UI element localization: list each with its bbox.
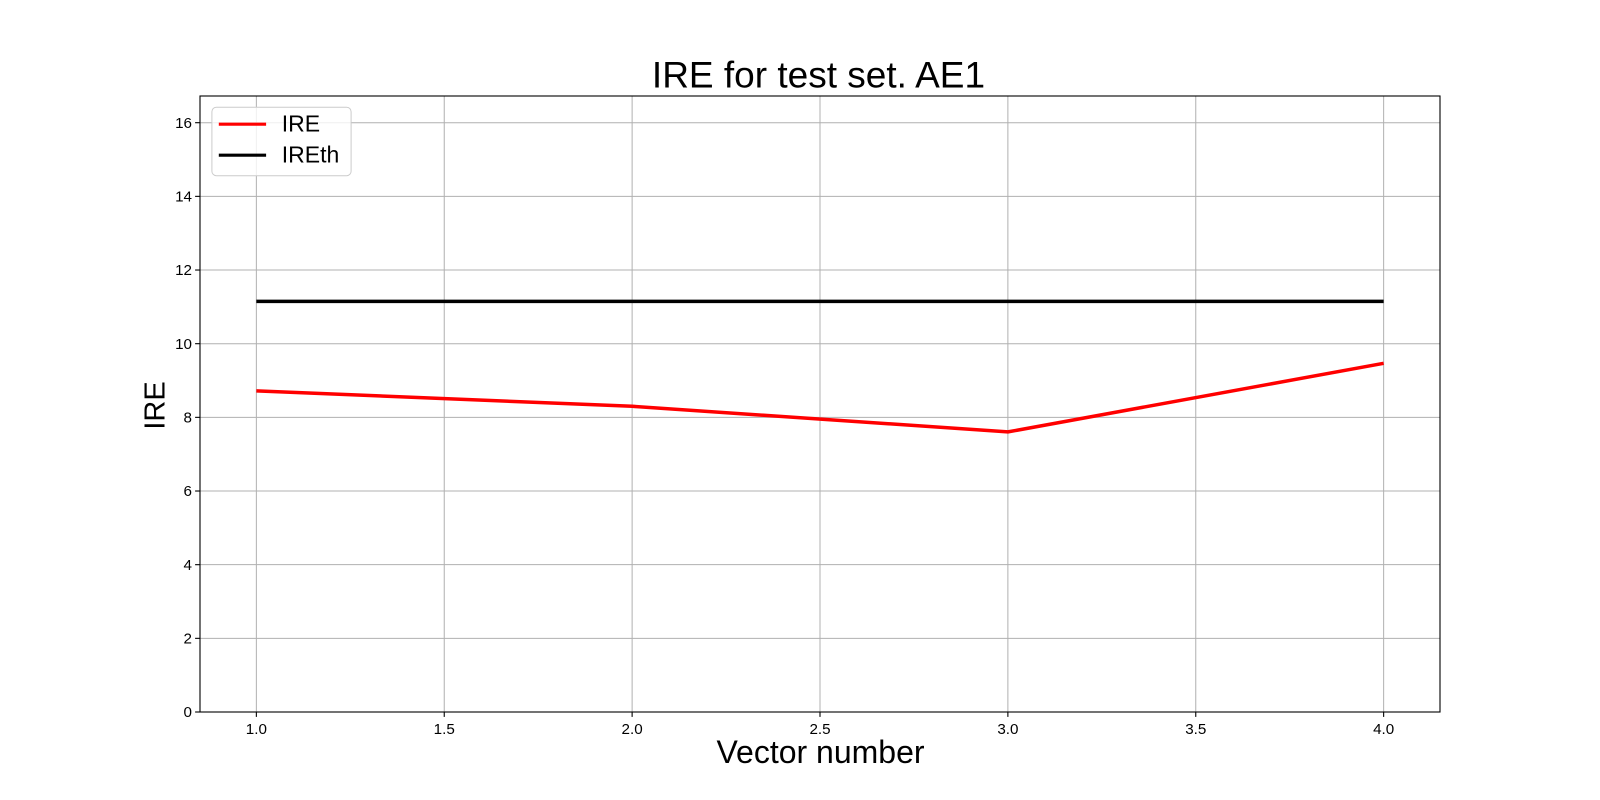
svg-text:4: 4 [184,557,192,574]
svg-text:3.5: 3.5 [1185,721,1206,738]
svg-text:10: 10 [175,336,192,353]
svg-text:IRE for test set. AE1: IRE for test set. AE1 [652,55,985,96]
svg-text:IRE: IRE [282,110,320,136]
svg-text:2.0: 2.0 [622,721,643,738]
svg-text:2: 2 [184,631,192,648]
svg-text:1.5: 1.5 [434,721,455,738]
svg-text:IRE: IRE [139,381,171,429]
svg-text:4.0: 4.0 [1373,721,1394,738]
svg-text:12: 12 [175,262,192,279]
svg-text:0: 0 [184,704,192,721]
svg-text:IREth: IREth [282,141,340,167]
svg-text:Vector number: Vector number [716,734,924,770]
svg-text:3.0: 3.0 [997,721,1018,738]
svg-text:2.5: 2.5 [809,721,830,738]
svg-text:6: 6 [184,483,192,500]
svg-text:8: 8 [184,410,192,427]
svg-text:14: 14 [175,189,192,206]
svg-text:16: 16 [175,115,192,132]
svg-text:1.0: 1.0 [246,721,267,738]
